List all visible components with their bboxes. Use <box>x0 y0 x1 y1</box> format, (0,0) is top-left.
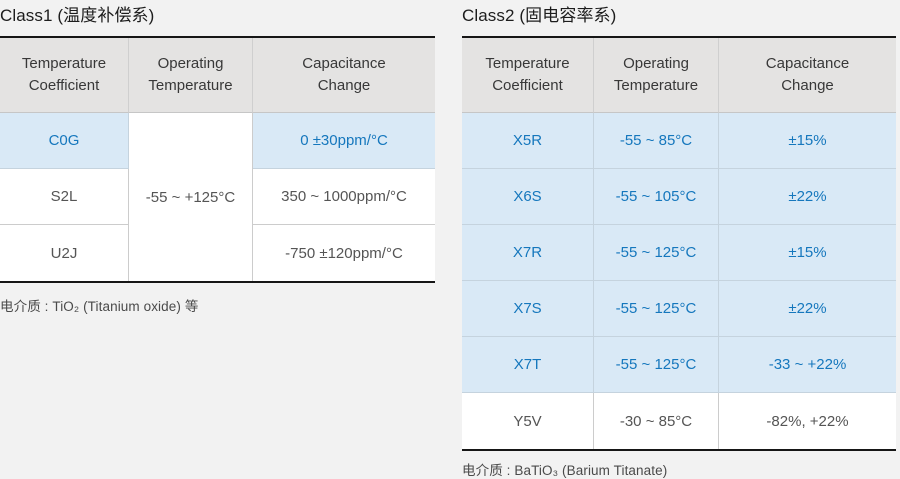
class2-row-x7t-coefficient: X7T <box>462 337 594 393</box>
class2-row-x5r-coefficient: X5R <box>462 113 594 169</box>
class2-table: Temperature Coefficient Operating Temper… <box>462 36 896 451</box>
class2-title: Class2 (固电容率系) <box>462 6 617 25</box>
class2-row-x5r-operating: -55 ~ 85°C <box>594 113 719 169</box>
class2-row-x7t-operating: -55 ~ 125°C <box>594 337 719 393</box>
class1-merged-operating-temperature: -55 ~ +125°C <box>129 113 253 281</box>
class2-header-temperature-coefficient: Temperature Coefficient <box>462 38 594 113</box>
class2-row-y5v-capacitance: -82%, +22% <box>766 412 849 430</box>
class2-row-x7r-coefficient: X7R <box>462 225 594 281</box>
class1-row-c0g-coefficient: C0G <box>0 113 129 169</box>
class2-header-operating-temperature: Operating Temperature <box>594 38 719 113</box>
class2-row-x7r-capacitance: ±15% <box>719 225 896 281</box>
class1-header-temperature-coefficient: Temperature Coefficient <box>0 38 129 113</box>
class1-row-u2j-capacitance: -750 ±120ppm/°C <box>285 244 403 262</box>
class2-dielectric-footnote: 电介质 : BaTiO₃ (Barium Titanate) <box>462 463 668 478</box>
class2-row-x5r-capacitance: ±15% <box>719 113 896 169</box>
class1-row-s2l-capacitance: 350 ~ 1000ppm/°C <box>253 169 435 225</box>
class1-header-capacitance-change: Capacitance Change <box>253 38 435 113</box>
class2-row-x7t-capacitance: -33 ~ +22% <box>719 337 896 393</box>
class2-row-x6s-operating: -55 ~ 105°C <box>594 169 719 225</box>
class1-row-u2j-coefficient: U2J <box>0 225 129 281</box>
class1-title: Class1 (温度补偿系) <box>0 6 155 25</box>
class1-row-s2l-coefficient: S2L <box>0 169 129 225</box>
class1-dielectric-footnote: 电介质 : TiO₂ (Titanium oxide) 等 <box>0 299 199 314</box>
class2-row-x7r-operating: -55 ~ 125°C <box>594 225 719 281</box>
class1-header-operating-temperature: Operating Temperature <box>129 38 253 113</box>
class1-row-c0g-capacitance: 0 ±30ppm/°C <box>253 113 435 169</box>
class1-table: Temperature Coefficient Operating Temper… <box>0 36 435 283</box>
class2-header-capacitance-change: Capacitance Change <box>719 38 896 113</box>
class2-row-x6s-coefficient: X6S <box>462 169 594 225</box>
class2-row-x6s-capacitance: ±22% <box>719 169 896 225</box>
class2-row-y5v-operating: -30 ~ 85°C <box>594 393 719 449</box>
class2-row-x7s-capacitance: ±22% <box>719 281 896 337</box>
class2-row-x7s-coefficient: X7S <box>462 281 594 337</box>
class2-row-y5v-coefficient: Y5V <box>462 393 594 449</box>
class2-row-x7s-operating: -55 ~ 125°C <box>594 281 719 337</box>
